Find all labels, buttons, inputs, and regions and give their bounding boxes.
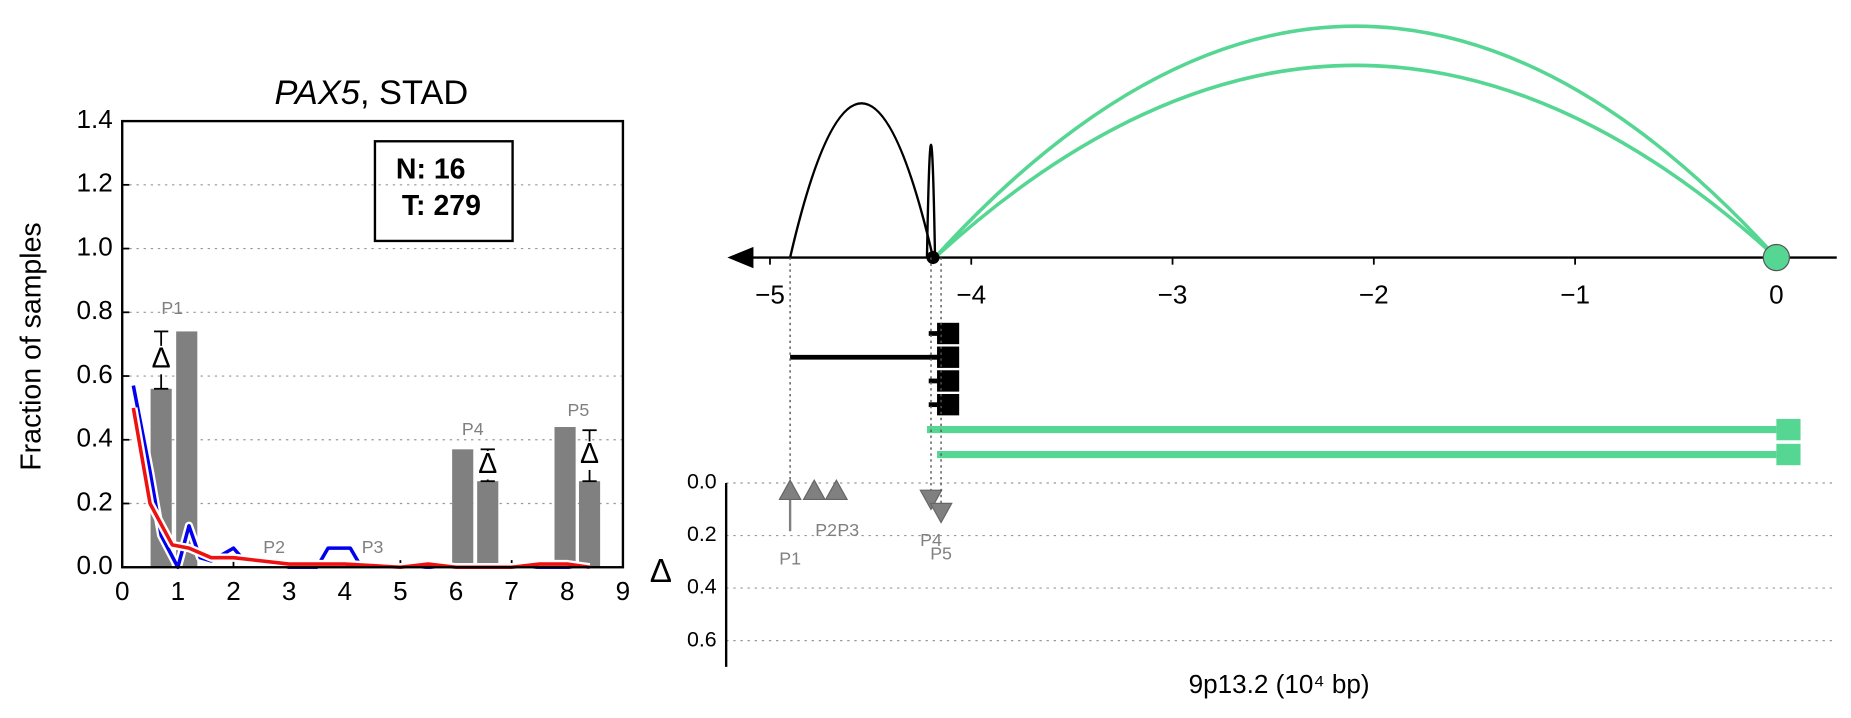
promoter-marker	[929, 502, 953, 524]
promoter-label: P1	[779, 548, 801, 568]
anchor	[1762, 243, 1791, 272]
title-suffix: , STAD	[360, 74, 468, 112]
promoter-marker	[778, 478, 802, 501]
promoter-marker	[824, 478, 849, 501]
y-axis-label: Fraction of samples	[16, 222, 48, 470]
arc	[933, 24, 1778, 259]
x-tick-label: 9	[616, 576, 631, 606]
delta-bg	[576, 441, 603, 470]
bar	[578, 481, 601, 568]
delta-bg	[148, 345, 175, 375]
y-tick-label: 0.0	[76, 550, 112, 580]
promoter-label: P3	[837, 520, 859, 540]
exon	[937, 346, 960, 368]
line	[131, 407, 590, 570]
promoter-label: P5	[568, 400, 590, 420]
x-tick-label: −3	[1158, 280, 1188, 310]
y-tick-label: 1.0	[76, 231, 112, 261]
bar	[452, 449, 474, 568]
x-tick-label: −5	[755, 280, 785, 310]
plot-frame	[121, 119, 625, 569]
y-tick-label: 0.2	[76, 486, 112, 516]
y-tick-label: 1.2	[76, 168, 112, 198]
exon-notch	[928, 331, 938, 336]
promoter-label: P2	[263, 537, 285, 557]
x-axis-label: 9p13.2 (10⁴ bp)	[1189, 669, 1370, 699]
arc	[933, 63, 1778, 259]
exon	[937, 370, 960, 392]
delta-bg	[474, 451, 501, 480]
x-tick-label: 0	[115, 576, 130, 606]
anchor	[926, 251, 940, 265]
x-tick-label: 2	[226, 576, 241, 606]
delta-label: Δ	[152, 343, 171, 375]
exon	[1776, 418, 1801, 441]
axis-arrow	[727, 246, 754, 269]
arc	[788, 102, 935, 258]
x-tick-label: 3	[282, 576, 297, 606]
chart-title: PAX5, STAD	[275, 74, 469, 112]
promoter-label: P4	[920, 530, 942, 550]
x-tick-label: −2	[1359, 280, 1389, 310]
promoter-label: P4	[462, 419, 484, 439]
y-tick-label: 0.8	[76, 295, 112, 325]
bar	[554, 427, 576, 568]
promoter-marker	[802, 478, 826, 501]
delta-axis-label: Δ	[650, 553, 672, 590]
bar	[176, 331, 198, 568]
x-tick-label: 0	[1769, 280, 1784, 310]
exon-notch	[928, 378, 938, 384]
x-tick-label: 7	[504, 576, 519, 606]
annotation-tumor: T: 279	[402, 190, 481, 222]
x-tick-label: 8	[560, 576, 575, 606]
annotation-normal: N: 16	[396, 153, 466, 185]
y-tick-label: 0.0	[687, 470, 717, 494]
y-tick-label: 1.4	[76, 104, 112, 134]
y-tick-label: 0.4	[687, 575, 717, 599]
y-tick-label: 0.2	[687, 522, 717, 546]
exon-notch	[928, 354, 938, 360]
promoter-label: P1	[161, 298, 183, 318]
x-tick-label: 1	[171, 576, 186, 606]
promoter-label: P5	[930, 543, 952, 563]
promoter-marker	[919, 489, 943, 511]
exon	[937, 394, 960, 416]
exon-notch	[928, 402, 938, 408]
y-tick-label: 0.6	[76, 359, 112, 389]
delta-label: Δ	[478, 448, 497, 480]
annotation-box	[373, 140, 514, 243]
arc	[925, 143, 937, 258]
exon	[1776, 443, 1801, 466]
exon	[937, 322, 960, 345]
delta-label: Δ	[580, 438, 599, 470]
y-tick-label: 0.4	[76, 423, 112, 453]
x-tick-label: 4	[337, 576, 352, 606]
y-tick-label: 0.6	[687, 627, 717, 651]
x-tick-label: 5	[393, 576, 408, 606]
x-tick-label: −1	[1560, 280, 1590, 310]
bar	[477, 481, 499, 568]
promoter-label: P3	[362, 537, 384, 557]
x-tick-label: −4	[956, 280, 986, 310]
x-tick-label: 6	[449, 576, 464, 606]
title-gene: PAX5	[275, 74, 361, 112]
promoter-label: P2	[815, 520, 837, 540]
